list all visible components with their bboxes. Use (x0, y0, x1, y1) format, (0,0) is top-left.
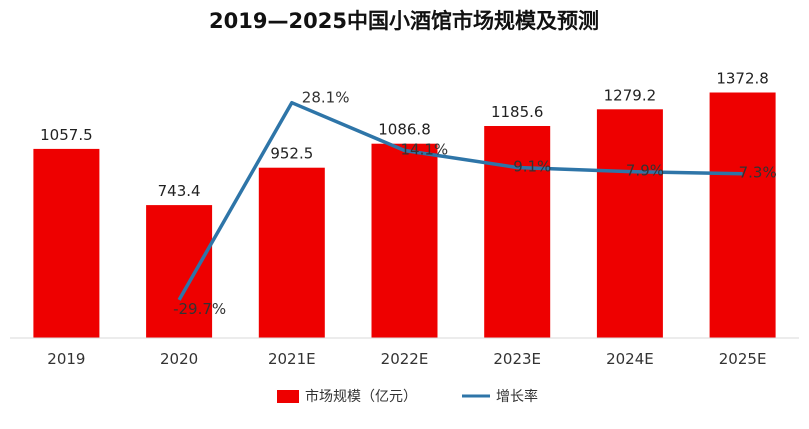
bar-2024E (596, 109, 663, 338)
legend-bar-swatch (277, 390, 299, 403)
x-tick-2024E: 2024E (606, 350, 654, 368)
growth-label-2020: -29.7% (173, 300, 226, 318)
legend-bar-label: 市场规模（亿元） (305, 388, 417, 405)
line-layer: -29.7% 28.1% 14.1% 9.1% 7.9% 7.3% (173, 89, 777, 318)
x-tick-2025E: 2025E (719, 350, 767, 368)
growth-rate-line (177, 100, 743, 301)
bar-value-label-2019: 1057.5 (40, 126, 93, 144)
growth-label-2023E: 9.1% (513, 158, 551, 176)
bar-2021E (258, 167, 325, 338)
legend: 市场规模（亿元） 增长率 (277, 388, 538, 405)
bars-layer: 1057.5 743.4 952.5 1086.8 1185.6 1279.2 1372.8 (33, 70, 776, 338)
x-tick-2020: 2020 (160, 350, 198, 368)
bar-value-label-2021E: 952.5 (270, 145, 313, 163)
bar-value-label-2024E: 1279.2 (604, 86, 657, 104)
bar-2020 (146, 205, 213, 338)
chart-title: 2019—2025中国小酒馆市场规模及预测 (209, 9, 599, 33)
x-tick-2022E: 2022E (381, 350, 429, 368)
growth-label-2025E: 7.3% (739, 164, 777, 182)
growth-label-2022E: 14.1% (401, 141, 449, 159)
bar-2023E (484, 126, 551, 338)
x-tick-2019: 2019 (47, 350, 85, 368)
bar-2025E (709, 92, 776, 338)
bar-value-label-2023E: 1185.6 (491, 103, 544, 121)
growth-label-2024E: 7.9% (626, 162, 664, 180)
bar-2022E (371, 143, 438, 338)
bar-value-label-2025E: 1372.8 (716, 70, 769, 88)
x-tick-2021E: 2021E (268, 350, 316, 368)
bar-value-label-2022E: 1086.8 (378, 121, 431, 139)
x-ticks-layer: 2019 2020 2021E 2022E 2023E 2024E 2025E (47, 350, 766, 368)
legend-line-label: 增长率 (496, 388, 538, 405)
growth-label-2021E: 28.1% (302, 89, 350, 107)
bar-2019 (33, 148, 100, 338)
x-tick-2023E: 2023E (493, 350, 541, 368)
bar-value-label-2020: 743.4 (158, 182, 201, 200)
